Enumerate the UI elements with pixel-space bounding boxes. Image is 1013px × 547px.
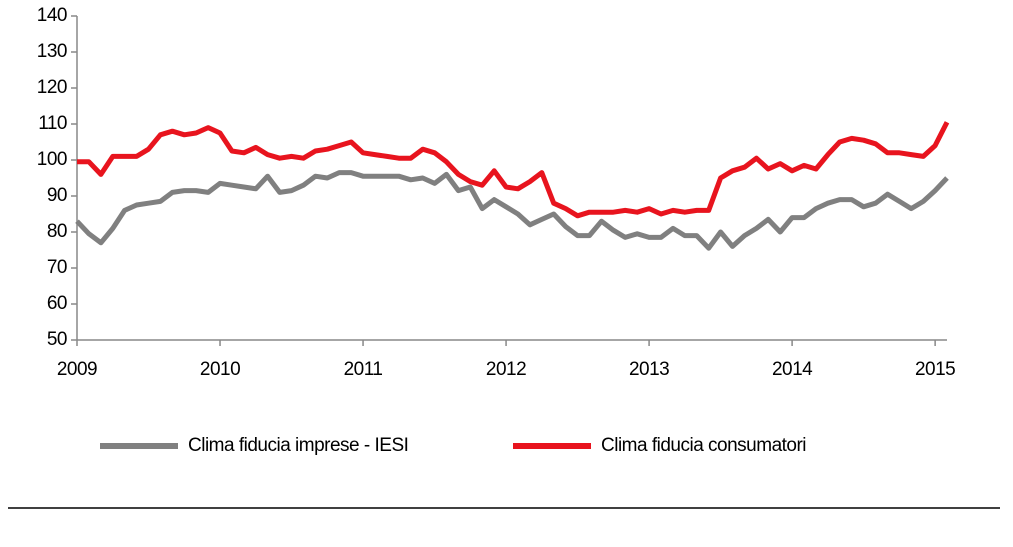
y-tick-label: 60: [47, 293, 67, 314]
x-tick-label: 2015: [915, 359, 955, 380]
y-tick-label: 80: [47, 221, 67, 242]
y-tick-label: 120: [37, 77, 67, 98]
x-tick-label: 2013: [629, 359, 669, 380]
y-tick-label: 130: [37, 41, 67, 62]
series-line: [77, 121, 950, 219]
series-line: [75, 170, 949, 251]
y-tick-label: 70: [47, 257, 67, 278]
y-tick-label: 110: [38, 113, 67, 134]
x-tick-label: 2012: [486, 359, 526, 380]
x-tick-label: 2009: [57, 359, 97, 380]
x-tick-label: 2010: [200, 359, 240, 380]
y-tick-label: 100: [37, 149, 67, 170]
legend-label: Clima fiducia imprese - IESI: [188, 435, 408, 456]
x-tick-label: 2014: [772, 359, 813, 380]
y-tick-label: 50: [47, 329, 67, 350]
y-tick-label: 140: [37, 5, 67, 26]
x-tick-label: 2011: [344, 359, 383, 380]
y-tick-label: 90: [47, 185, 67, 206]
legend-label: Clima fiducia consumatori: [601, 435, 806, 456]
